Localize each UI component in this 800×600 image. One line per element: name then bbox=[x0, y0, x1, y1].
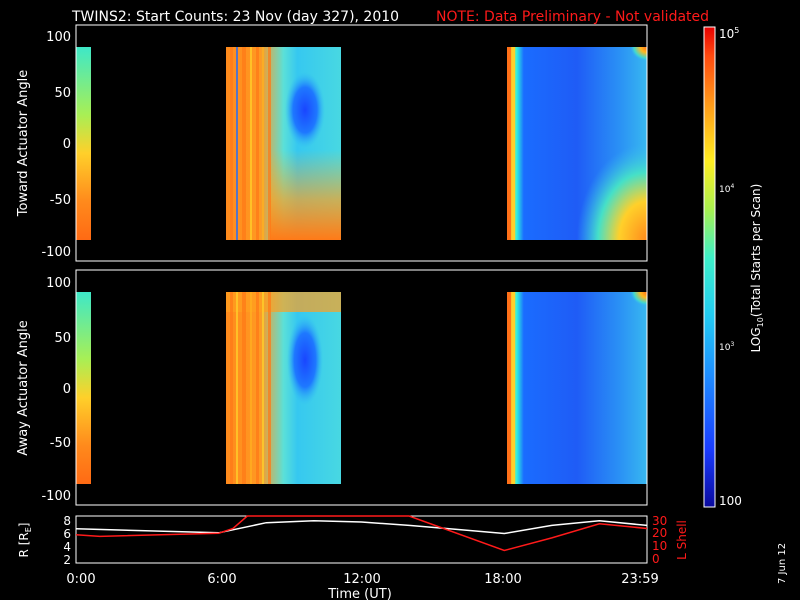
data-block-late bbox=[507, 47, 647, 240]
colorbar-tick-min: 100 bbox=[719, 494, 742, 508]
y-tick-label: -50 bbox=[50, 436, 71, 451]
heatmap-away bbox=[76, 292, 647, 484]
date-stamp: 7 Jun 12 bbox=[777, 543, 788, 584]
y-ticks-away: 100 50 0 -50 -100 bbox=[41, 276, 71, 504]
orbit-lines bbox=[75, 515, 648, 552]
panel-toward: 100 50 0 -50 -100 Toward Actuator Angle bbox=[16, 24, 648, 262]
x-tick-label: 18:00 bbox=[484, 572, 521, 587]
series-line-r bbox=[75, 519, 648, 535]
chart-title: TWINS2: Start Counts: 23 Nov (day 327), … bbox=[71, 9, 399, 25]
colorbar-tick-1e3: 103 bbox=[719, 341, 734, 353]
y-tick-label: 100 bbox=[46, 30, 71, 45]
y-axis-label-away: Away Actuator Angle bbox=[16, 320, 31, 455]
y-tick-label: 50 bbox=[54, 86, 71, 101]
y-tick-label: 50 bbox=[54, 331, 71, 346]
y-tick-label: 100 bbox=[46, 276, 71, 291]
y-axis-label-lshell: L Shell bbox=[675, 520, 689, 560]
colorbar-tick-1e5: 105 bbox=[719, 26, 739, 41]
colorbar-label: LOG10(Total Starts per Scan) bbox=[749, 184, 765, 353]
x-ticks: 0:00 6:00 12:00 18:00 23:59 bbox=[66, 572, 658, 587]
y-tick-label: -100 bbox=[41, 489, 71, 504]
panel-frame bbox=[75, 269, 648, 506]
panel-away: 100 50 0 -50 -100 Away Actuator Angle bbox=[16, 269, 648, 506]
data-block-late bbox=[507, 292, 647, 484]
y-tick-label: 20 bbox=[652, 526, 667, 540]
colorbar: 105 104 103 100 LOG10(Total Starts per S… bbox=[703, 26, 765, 508]
y-tick-label: 6 bbox=[63, 527, 71, 541]
data-block-mid bbox=[226, 292, 341, 484]
y-tick-label: 30 bbox=[652, 514, 667, 528]
preliminary-note: NOTE: Data Preliminary - Not validated bbox=[436, 9, 709, 25]
y-tick-label: -50 bbox=[50, 193, 71, 208]
colorbar-scale bbox=[704, 27, 715, 507]
y-ticks-right-orbit: 30 20 10 0 bbox=[652, 514, 667, 566]
x-tick-label: 23:59 bbox=[621, 572, 658, 587]
data-block-mid bbox=[226, 47, 341, 240]
x-tick-label: 0:00 bbox=[66, 572, 95, 587]
y-axis-label-r: R [RE] bbox=[17, 523, 33, 558]
y-tick-label: 0 bbox=[63, 382, 71, 397]
y-tick-label: 0 bbox=[63, 137, 71, 152]
y-tick-label: 0 bbox=[652, 552, 660, 566]
y-axis-label-toward: Toward Actuator Angle bbox=[16, 70, 31, 217]
y-tick-label: 2 bbox=[63, 553, 71, 567]
y-tick-label: -100 bbox=[41, 245, 71, 260]
series-line-lshell bbox=[75, 515, 648, 552]
y-tick-label: 8 bbox=[63, 514, 71, 528]
y-tick-label: 4 bbox=[63, 540, 71, 554]
y-tick-label: 10 bbox=[652, 539, 667, 553]
panel-frame bbox=[75, 24, 648, 262]
data-block-early bbox=[76, 47, 91, 240]
x-tick-label: 6:00 bbox=[207, 572, 236, 587]
x-axis-label: Time (UT) bbox=[327, 587, 392, 600]
panel-frame bbox=[75, 515, 648, 564]
y-ticks-toward: 100 50 0 -50 -100 bbox=[41, 30, 71, 260]
colorbar-tick-1e4: 104 bbox=[719, 183, 734, 195]
x-tick-label: 12:00 bbox=[343, 572, 380, 587]
heatmap-toward bbox=[76, 47, 647, 240]
data-block-early bbox=[76, 292, 91, 484]
panel-orbit: 8 6 4 2 30 20 10 0 R [RE] L Shell 0:00 6… bbox=[17, 514, 689, 600]
y-ticks-left-orbit: 8 6 4 2 bbox=[63, 514, 71, 567]
